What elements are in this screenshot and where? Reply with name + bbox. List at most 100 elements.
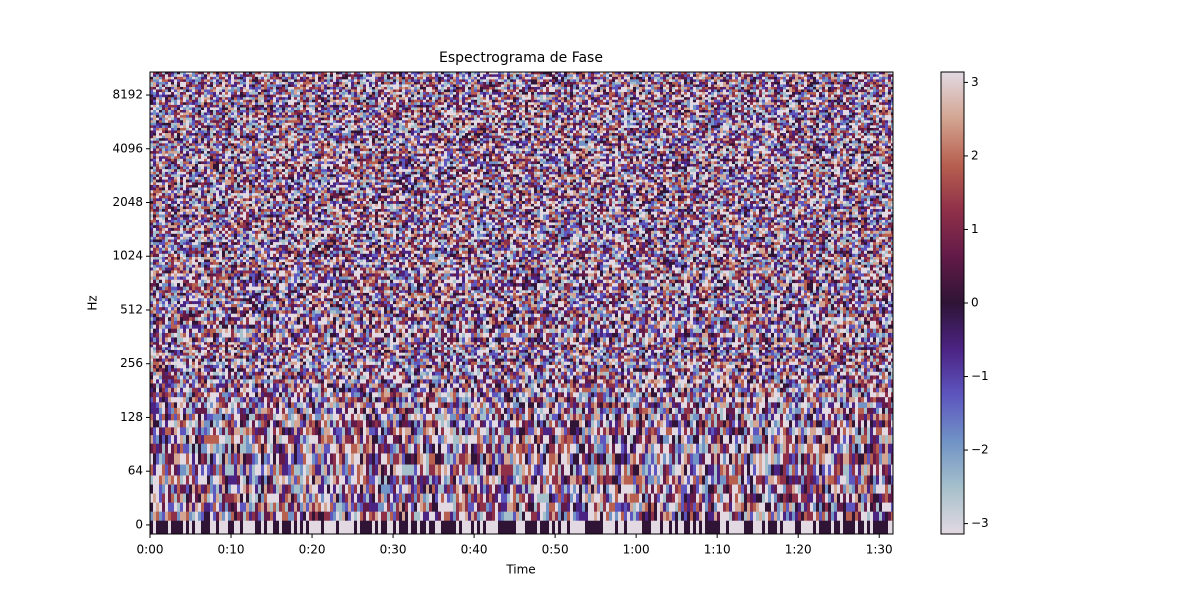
spectrogram-cell — [489, 493, 492, 502]
spectrogram-cell — [627, 502, 630, 511]
spectrogram-cell — [411, 511, 414, 520]
spectrogram-cell — [471, 511, 474, 520]
spectrogram-cell — [483, 484, 486, 493]
spectrogram-cell — [585, 520, 588, 534]
spectrogram-cell — [828, 511, 831, 520]
spectrogram-cell — [351, 493, 354, 502]
spectrogram-cell — [258, 511, 261, 520]
spectrogram-cell — [618, 511, 621, 520]
spectrogram-cell — [276, 484, 279, 493]
spectrogram-cell — [321, 520, 324, 534]
spectrogram-cell — [345, 511, 348, 520]
spectrogram-cell — [465, 511, 468, 520]
spectrogram-cell — [258, 520, 261, 534]
spectrogram-cell — [246, 493, 249, 502]
spectrogram-cell — [336, 502, 339, 511]
spectrogram-cell — [324, 502, 327, 511]
spectrogram-cell — [291, 484, 294, 493]
spectrogram-cell — [474, 511, 477, 520]
spectrogram-cell — [651, 520, 654, 534]
spectrogram-cell — [885, 493, 888, 502]
spectrogram-cell — [621, 520, 624, 534]
spectrogram-cell — [504, 511, 507, 520]
spectrogram-cell — [417, 484, 420, 493]
spectrogram-cell — [288, 493, 291, 502]
spectrogram-cell — [561, 493, 564, 502]
spectrogram-cell — [729, 493, 732, 502]
spectrogram-cell — [858, 502, 861, 511]
spectrogram-cell — [804, 511, 807, 520]
spectrogram-cell — [192, 502, 195, 511]
spectrogram-cell — [390, 484, 393, 493]
spectrogram-cell — [312, 493, 315, 502]
spectrogram-cell — [504, 502, 507, 511]
spectrogram-cell — [636, 520, 639, 534]
spectrogram-cell — [366, 484, 369, 493]
spectrogram-cell — [588, 502, 591, 511]
spectrogram-cell — [696, 493, 699, 502]
spectrogram-cell — [438, 520, 441, 534]
spectrogram-cell — [657, 502, 660, 511]
spectrogram-cell — [498, 493, 501, 502]
spectrogram-cell — [270, 493, 273, 502]
spectrogram-cell — [549, 484, 552, 493]
spectrogram-cell — [294, 484, 297, 493]
spectrogram-cell — [840, 520, 843, 534]
spectrogram-cell — [744, 520, 747, 534]
spectrogram-cell — [387, 511, 390, 520]
spectrogram-cell — [318, 502, 321, 511]
spectrogram-cell — [405, 520, 408, 534]
spectrogram-cell — [597, 484, 600, 493]
spectrogram-cell — [888, 502, 891, 511]
spectrogram-cell — [501, 520, 504, 534]
spectrogram-cell — [852, 511, 855, 520]
spectrogram-cell — [420, 520, 423, 534]
spectrogram-cell — [198, 493, 201, 502]
spectrogram-cell — [861, 493, 864, 502]
spectrogram-cell — [411, 520, 414, 534]
spectrogram-cell — [807, 502, 810, 511]
spectrogram-cell — [777, 493, 780, 502]
spectrogram-cell — [456, 511, 459, 520]
spectrogram-cell — [405, 502, 408, 511]
spectrogram-cell — [708, 502, 711, 511]
spectrogram-cell — [165, 520, 168, 534]
spectrogram-cell — [234, 520, 237, 534]
spectrogram-cell — [534, 502, 537, 511]
spectrogram-cell — [240, 502, 243, 511]
spectrogram-cell — [873, 493, 876, 502]
spectrogram-cell — [666, 520, 669, 534]
spectrogram-cell — [678, 520, 681, 534]
spectrogram-cell — [465, 502, 468, 511]
spectrogram-cell — [228, 520, 231, 534]
spectrogram-cell — [384, 520, 387, 534]
spectrogram-cell — [369, 493, 372, 502]
spectrogram-cell — [888, 493, 891, 502]
spectrogram-cell — [468, 484, 471, 493]
spectrogram-cell — [735, 520, 738, 534]
spectrogram-cell — [783, 493, 786, 502]
spectrogram-cell — [825, 520, 828, 534]
spectrogram-cell — [669, 520, 672, 534]
spectrogram-cell — [162, 493, 165, 502]
spectrogram-cell — [519, 520, 522, 534]
spectrogram-cell — [861, 502, 864, 511]
spectrogram-cell — [501, 511, 504, 520]
spectrogram-cell — [222, 511, 225, 520]
spectrogram-cell — [387, 493, 390, 502]
spectrogram-cell — [540, 502, 543, 511]
spectrogram-cell — [612, 502, 615, 511]
spectrogram-cell — [519, 493, 522, 502]
spectrogram-cell — [228, 511, 231, 520]
spectrogram-cell — [702, 502, 705, 511]
spectrogram-cell — [354, 520, 357, 534]
spectrogram-cell — [759, 493, 762, 502]
spectrogram-cell — [297, 484, 300, 493]
spectrogram-cell — [348, 484, 351, 493]
spectrogram-cell — [342, 520, 345, 534]
spectrogram-cell — [483, 520, 486, 534]
spectrogram-cell — [534, 484, 537, 493]
spectrogram-cell — [780, 511, 783, 520]
spectrogram-cell — [570, 502, 573, 511]
spectrogram-cell — [165, 502, 168, 511]
